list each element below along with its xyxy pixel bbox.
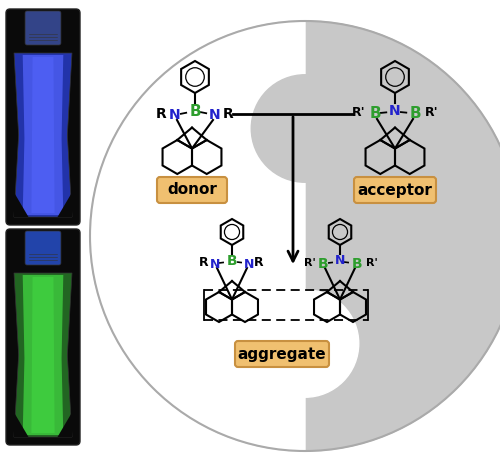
Polygon shape	[32, 277, 54, 433]
FancyBboxPatch shape	[25, 11, 61, 45]
Wedge shape	[90, 21, 305, 451]
Text: R: R	[254, 256, 264, 270]
Text: N: N	[210, 258, 220, 270]
Text: N: N	[169, 108, 181, 122]
Polygon shape	[14, 193, 28, 217]
Polygon shape	[58, 193, 72, 217]
Text: R': R'	[352, 107, 366, 119]
Text: N: N	[335, 254, 345, 268]
Text: B: B	[318, 257, 328, 271]
FancyBboxPatch shape	[6, 9, 80, 225]
Text: R': R'	[304, 258, 316, 268]
Text: R': R'	[425, 107, 439, 119]
Text: B: B	[409, 107, 421, 121]
FancyBboxPatch shape	[157, 177, 227, 203]
FancyBboxPatch shape	[6, 229, 80, 445]
Circle shape	[252, 75, 359, 182]
Circle shape	[90, 21, 500, 451]
Text: N: N	[244, 258, 254, 270]
FancyBboxPatch shape	[354, 177, 436, 203]
Text: B: B	[369, 107, 381, 121]
Text: B: B	[352, 257, 362, 271]
Text: R: R	[199, 256, 209, 270]
Text: R: R	[156, 107, 166, 121]
Polygon shape	[22, 275, 64, 435]
Polygon shape	[14, 413, 28, 437]
Text: acceptor: acceptor	[358, 183, 432, 197]
Text: B: B	[226, 254, 237, 268]
Text: donor: donor	[167, 183, 217, 197]
Text: N: N	[389, 104, 401, 118]
Polygon shape	[14, 53, 72, 217]
Text: R: R	[222, 107, 234, 121]
Text: R': R'	[366, 258, 378, 268]
Circle shape	[252, 290, 359, 397]
FancyBboxPatch shape	[235, 341, 329, 367]
Text: N: N	[209, 108, 221, 122]
Polygon shape	[58, 413, 72, 437]
Text: B: B	[189, 103, 201, 118]
Polygon shape	[14, 273, 72, 437]
Polygon shape	[32, 57, 54, 213]
Polygon shape	[22, 55, 64, 215]
FancyBboxPatch shape	[25, 231, 61, 265]
Text: aggregate: aggregate	[238, 346, 326, 362]
